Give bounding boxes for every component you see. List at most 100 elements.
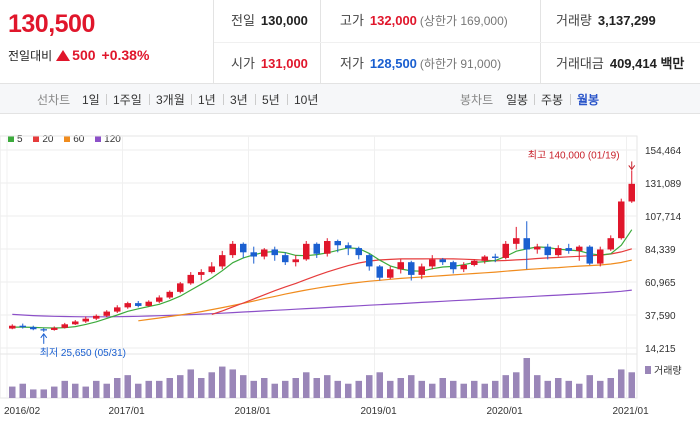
legend-ma60[interactable]: 60 [64,134,84,145]
candle-body [250,252,258,257]
legend-swatch [64,136,71,142]
volume-bar [470,380,478,398]
volume-bar [50,386,58,398]
volume-bar [61,380,69,398]
period-1d-button[interactable]: 1일 [82,93,100,107]
volume-bar [208,372,216,398]
weekly-candle-button[interactable]: 주봉 [541,93,564,107]
volume-bar [376,372,384,398]
y-tick-label: 84,339 [645,245,676,256]
volume-bar [533,375,541,398]
legend-ma20[interactable]: 20 [33,134,53,145]
open-cell: 시가 131,000 [231,56,308,71]
candle-body [607,238,615,250]
chart-annotations: 최고 140,000 (01/19) 최저 25,650 (05/31) [40,149,636,359]
volume-bar [596,380,604,398]
candle-body [449,262,457,270]
volume-bar [502,375,510,398]
volume-bar [554,378,562,398]
volume-bar [439,378,447,398]
max-price-annotation: 최고 140,000 (01/19) [528,149,620,161]
candle-body [176,283,184,292]
candle-chart-label: 봉차트 [460,93,494,107]
volume-bar [607,378,615,398]
candle-body [407,262,415,275]
change-percent: +0.38% [101,47,150,63]
volume-bar [449,380,457,398]
volume-bar [124,375,132,398]
volume-bar [29,389,37,398]
divider [149,94,150,105]
chart-grid [0,135,638,399]
x-tick-label: 2020/01 [487,406,524,417]
legend-swatch [8,136,14,142]
candle-body [218,255,226,267]
low-cell: 저가 128,500 (하한가 91,000) [340,56,502,71]
change-label: 전일대비 [8,49,53,63]
trade-amount-cell: 거래대금 409,414 백만 [556,56,685,71]
candle-body [271,249,279,256]
candle-body [386,269,394,278]
volume-bar [386,380,394,398]
volume-bar [544,380,552,398]
line-chart-label: 선차트 [37,93,71,107]
candle-body [502,243,510,258]
volume-bar [187,369,195,398]
period-10y-button[interactable]: 10년 [294,93,319,107]
monthly-candle-button[interactable]: 월봉 [577,93,600,107]
candle-body [29,327,37,330]
legend-ma120[interactable]: 120 [95,134,121,145]
candle-body [302,243,310,260]
candlestick-chart[interactable]: 154,464 131,089 107,714 84,339 60,965 37,590 1… [0,128,700,433]
volume-bar [575,383,583,398]
candle-body [355,248,363,256]
volume-cell: 거래량 3,137,299 [556,13,656,28]
legend-ma5[interactable]: 5 [8,134,23,145]
volume-bar [260,378,268,398]
candle-body [292,259,300,263]
legend-swatch [95,136,102,142]
price-change: 전일대비 500 +0.38% [8,47,149,64]
period-3m-button[interactable]: 3개월 [156,93,185,107]
volume-bar [491,380,499,398]
ma20-line [211,248,632,315]
candle-body [187,274,195,284]
daily-candle-button[interactable]: 일봉 [506,93,529,107]
volume-bar [418,380,426,398]
period-5y-button[interactable]: 5년 [262,93,280,107]
x-tick-label: 2017/01 [109,406,146,417]
chart-axes: 154,464 131,089 107,714 84,339 60,965 37,590 1… [4,146,682,417]
volume-bar [8,386,16,398]
change-value: 500 [72,47,96,63]
volume-bar [565,380,573,398]
volume-bar [365,375,373,398]
period-3y-button[interactable]: 3년 [230,93,248,107]
candle-body [71,321,79,325]
period-1y-button[interactable]: 1년 [198,93,216,107]
volume-bar [40,389,48,398]
candle-body [40,329,48,331]
candle-body [113,307,121,312]
candle-body [239,243,247,253]
candle-body [19,325,27,328]
volume-bar [302,372,310,398]
volume-bar [313,378,321,398]
candle-body [344,245,352,249]
candle-body [197,272,205,275]
divider [570,94,571,105]
ma-legend: 5 20 60 120 [8,134,129,145]
volume-bar [397,378,405,398]
divider [255,94,256,105]
period-1w-button[interactable]: 1주일 [113,93,142,107]
candle-body [596,249,604,264]
candle-body [481,256,489,261]
candle-body [628,183,636,202]
candle-body [617,201,625,239]
x-tick-label: 2016/02 [4,406,41,417]
candle-body [512,238,520,244]
volume-bar [155,380,163,398]
volume-bar [344,383,352,398]
candle-body [103,311,111,316]
candle-body [92,315,100,319]
